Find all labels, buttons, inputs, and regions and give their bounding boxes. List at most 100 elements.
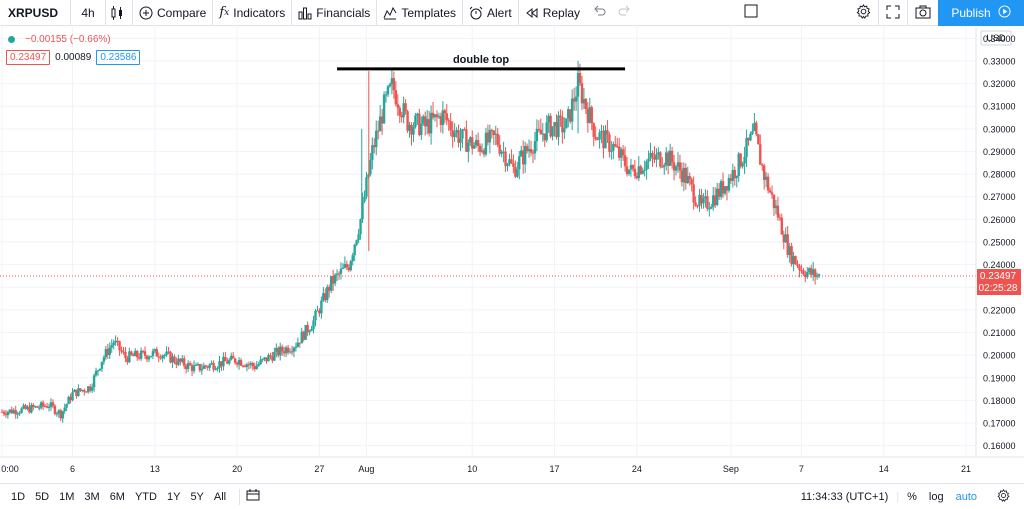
candlestick-chart[interactable]: double top USD 0.34000 0.33000 0.32000 0.31… bbox=[0, 27, 1024, 483]
range-3m[interactable]: 3M bbox=[84, 490, 100, 503]
candle-body bbox=[780, 217, 784, 235]
candle-body bbox=[253, 366, 256, 370]
divider bbox=[291, 0, 293, 26]
candle-body bbox=[357, 234, 360, 241]
bid-price[interactable]: 0.23497 bbox=[6, 50, 51, 65]
candle-body bbox=[326, 286, 329, 301]
range-1m[interactable]: 1M bbox=[59, 490, 75, 503]
candle-body bbox=[435, 114, 439, 118]
layout-button[interactable] bbox=[738, 0, 764, 26]
candle-body bbox=[255, 365, 258, 370]
candle-body bbox=[770, 192, 774, 195]
time-tick-label: Aug bbox=[358, 464, 374, 474]
redo-button[interactable] bbox=[612, 0, 638, 26]
candle-body bbox=[612, 144, 615, 151]
settings-button[interactable] bbox=[849, 0, 878, 26]
alert-button[interactable]: Alert bbox=[463, 0, 518, 26]
candle-body bbox=[329, 275, 333, 291]
price-tick-label: 0.18000 bbox=[983, 396, 1016, 406]
range-6m[interactable]: 6M bbox=[109, 490, 125, 503]
candle-body bbox=[659, 152, 662, 167]
chart-pane[interactable]: double top USD 0.34000 0.33000 0.32000 0.31… bbox=[0, 27, 1024, 483]
candle-body bbox=[298, 342, 302, 344]
auto-toggle[interactable]: auto bbox=[955, 491, 977, 503]
candle-body bbox=[73, 389, 76, 393]
candle-body bbox=[757, 134, 760, 145]
candle-body bbox=[563, 128, 566, 133]
candle-body bbox=[167, 351, 170, 353]
time-axis[interactable]: 0:00 6 13 20 27 Aug 10 17 24 Sep 7 14 21 bbox=[0, 456, 1024, 474]
candles-icon bbox=[110, 5, 124, 20]
interval-button[interactable]: 4h bbox=[81, 5, 95, 20]
candle-body bbox=[65, 404, 68, 408]
candle-body bbox=[2, 411, 6, 414]
candle-body bbox=[376, 130, 380, 132]
candle-body bbox=[443, 110, 447, 114]
range-5d[interactable]: 5D bbox=[35, 490, 50, 503]
fullscreen-button[interactable] bbox=[879, 0, 907, 26]
candle-body bbox=[698, 195, 701, 206]
price-tick-label: 0.19000 bbox=[983, 373, 1016, 383]
candle-body bbox=[474, 140, 478, 146]
chart-settings-button[interactable] bbox=[983, 489, 1024, 505]
candle-body bbox=[300, 331, 303, 344]
currency-box[interactable] bbox=[980, 30, 1012, 46]
range-all[interactable]: All bbox=[213, 490, 227, 503]
templates-button[interactable]: Templates bbox=[377, 0, 462, 26]
financials-button[interactable]: Financials bbox=[292, 0, 376, 26]
candle-body bbox=[226, 361, 229, 364]
clock-time[interactable]: 11:34:33 (UTC+1) bbox=[800, 491, 889, 503]
goto-date-button[interactable] bbox=[240, 484, 266, 509]
candle-body bbox=[98, 368, 102, 371]
candle-body bbox=[778, 217, 782, 219]
candle-body bbox=[153, 349, 157, 352]
alarm-clock-icon bbox=[469, 6, 483, 20]
candle-body bbox=[437, 116, 441, 118]
candle-body bbox=[24, 405, 27, 410]
undo-button[interactable] bbox=[586, 0, 612, 26]
range-1d[interactable]: 1D bbox=[11, 490, 26, 503]
grid bbox=[0, 27, 976, 457]
candle-body bbox=[453, 132, 456, 138]
divider bbox=[462, 0, 464, 26]
time-tick-label: 17 bbox=[550, 464, 560, 474]
candle-body bbox=[694, 202, 697, 206]
log-toggle[interactable]: log bbox=[928, 491, 944, 503]
range-1y[interactable]: 1Y bbox=[166, 490, 181, 503]
candle-body bbox=[635, 175, 639, 179]
candle-body bbox=[784, 234, 787, 243]
candle-body bbox=[492, 130, 495, 136]
compare-button[interactable]: Compare bbox=[133, 0, 212, 26]
candle-body bbox=[277, 347, 280, 356]
candle-body bbox=[94, 371, 98, 376]
publish-button[interactable]: Publish bbox=[938, 0, 1024, 26]
candle-body bbox=[580, 83, 584, 104]
candle-body bbox=[132, 354, 135, 357]
candle-body bbox=[761, 164, 764, 166]
range-ytd[interactable]: YTD bbox=[134, 490, 157, 503]
snapshot-button[interactable] bbox=[908, 0, 938, 26]
candle-body bbox=[398, 107, 401, 116]
candle-body bbox=[541, 133, 544, 135]
candle-body bbox=[214, 369, 217, 371]
candle-body bbox=[151, 351, 155, 357]
ask-price[interactable]: 0.23586 bbox=[96, 50, 141, 65]
candle-body bbox=[294, 346, 298, 348]
price-axis[interactable]: USD 0.340000.330000.320000.310000.300000… bbox=[975, 27, 1024, 457]
candle-body bbox=[183, 358, 186, 366]
candle-body bbox=[817, 274, 821, 276]
candle-body bbox=[476, 140, 480, 146]
candle-body bbox=[322, 293, 325, 301]
range-5y[interactable]: 5Y bbox=[190, 490, 204, 503]
replay-button[interactable]: Replay bbox=[519, 0, 586, 26]
symbol-search[interactable]: XRPUSD bbox=[8, 5, 59, 20]
chart-type-button[interactable] bbox=[106, 0, 132, 26]
annotation-label: double top bbox=[453, 54, 509, 66]
price-tick-label: 0.17000 bbox=[983, 419, 1016, 429]
percent-toggle[interactable]: % bbox=[907, 491, 917, 503]
candle-body bbox=[531, 152, 535, 154]
candle-body bbox=[349, 261, 352, 271]
candle-body bbox=[427, 119, 431, 134]
candle-body bbox=[198, 364, 202, 371]
